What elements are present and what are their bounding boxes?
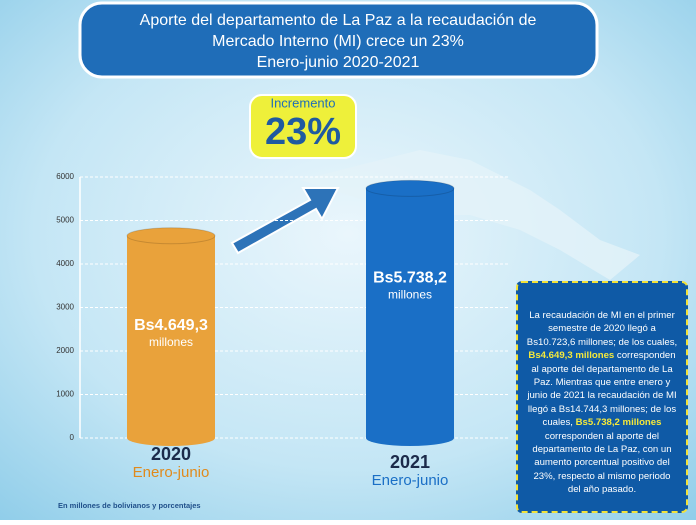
period-label: Enero-junio bbox=[372, 472, 449, 489]
x-tick-label: 2021 bbox=[390, 452, 430, 472]
info-text: corresponden al aporte del departamento … bbox=[527, 350, 677, 429]
info-highlight: Bs4.649,3 millones bbox=[528, 350, 615, 362]
value-unit: millones bbox=[388, 288, 432, 302]
y-tick-label: 4000 bbox=[56, 259, 74, 268]
period-label: Enero-junio bbox=[133, 464, 210, 481]
value-label: Bs5.738,2 bbox=[373, 270, 447, 287]
note: En millones de bolivianos y porcentajes bbox=[58, 501, 201, 510]
info-text: corresponden al aporte del departamento … bbox=[532, 430, 672, 496]
bar bbox=[366, 188, 454, 438]
y-tick-label: 0 bbox=[70, 433, 75, 442]
info-box: La recaudación de MI en el primer semest… bbox=[516, 281, 688, 513]
value-unit: millones bbox=[149, 335, 193, 349]
title-line: Enero-junio 2020-2021 bbox=[257, 54, 420, 71]
y-tick-label: 2000 bbox=[56, 346, 74, 355]
x-tick-label: 2020 bbox=[151, 444, 191, 464]
y-tick-label: 6000 bbox=[56, 172, 74, 181]
badge bbox=[249, 94, 357, 159]
bar-top bbox=[126, 227, 216, 245]
value-label: Bs4.649,3 bbox=[134, 317, 208, 334]
info-highlight: Bs5.738,2 millones bbox=[575, 417, 662, 429]
title-box bbox=[78, 1, 599, 79]
y-tick-label: 5000 bbox=[56, 216, 74, 225]
bar-top bbox=[365, 179, 455, 197]
title-line: Aporte del departamento de La Paz a la r… bbox=[140, 12, 537, 29]
info-text: La recaudación de MI en el primer semest… bbox=[526, 310, 678, 348]
badge-value: 23% bbox=[265, 111, 341, 153]
y-tick-label: 1000 bbox=[56, 390, 74, 399]
badge-label: Incremento bbox=[270, 95, 335, 110]
bar bbox=[127, 235, 215, 438]
y-tick-label: 3000 bbox=[56, 303, 74, 312]
title-line: Mercado Interno (MI) crece un 23% bbox=[212, 33, 464, 50]
